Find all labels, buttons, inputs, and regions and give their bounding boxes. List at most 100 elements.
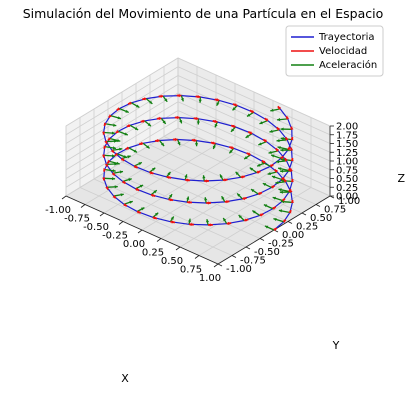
- velocity-arrow: [112, 194, 117, 199]
- acceleration-arrow: [273, 217, 284, 223]
- acceleration-arrow: [144, 120, 152, 127]
- velocity-arrow: [102, 177, 106, 181]
- velocity-arrow: [188, 222, 194, 226]
- y-tick: [245, 246, 251, 250]
- x-tick-label: 0.75: [180, 265, 202, 276]
- velocity-arrow: [126, 124, 131, 128]
- velocity-arrow: [155, 139, 160, 143]
- acceleration-arrow: [280, 148, 292, 152]
- grid-line-z-left: [65, 57, 179, 127]
- acceleration-arrow: [202, 175, 206, 182]
- velocity-arrow: [272, 206, 277, 210]
- x-tick-label: -1.00: [45, 205, 71, 216]
- y-axis-label: Y: [332, 339, 340, 352]
- acceleration-arrow: [214, 121, 218, 128]
- acceleration-arrow: [280, 169, 292, 173]
- y-tick: [231, 255, 237, 258]
- x-tick: [99, 212, 105, 217]
- velocity-arrow: [127, 101, 132, 105]
- x-tick-label: 1.00: [199, 273, 221, 284]
- z-tick-label: 0.25: [336, 183, 358, 194]
- velocity-arrow: [135, 187, 140, 192]
- x-tick: [194, 255, 200, 259]
- velocity-arrow: [280, 176, 285, 181]
- velocity-arrow: [287, 188, 292, 193]
- y-tick-label: -1.00: [226, 264, 252, 275]
- velocity-arrow: [187, 200, 192, 204]
- velocity-arrow: [123, 203, 128, 207]
- y-tick-label: 0.00: [282, 230, 304, 241]
- velocity-arrow: [277, 105, 281, 110]
- acceleration-arrow: [169, 216, 175, 223]
- acceleration-arrow: [262, 182, 272, 189]
- acceleration-arrow: [110, 115, 122, 120]
- velocity-arrow: [275, 147, 279, 152]
- acceleration-arrow: [280, 127, 292, 131]
- velocity-arrow: [283, 178, 288, 183]
- x-tick-label: 0.50: [161, 256, 183, 267]
- acceleration-arrow: [221, 195, 226, 203]
- x-tick: [118, 221, 124, 225]
- grid-line-z-back: [177, 57, 331, 127]
- y-tick-label: 0.75: [324, 205, 346, 216]
- velocity-arrow: [242, 197, 247, 201]
- acceleration-arrow: [129, 124, 139, 131]
- velocity-arrow: [104, 163, 109, 168]
- velocity-arrow: [166, 175, 172, 179]
- x-axis-label: X: [121, 372, 129, 385]
- acceleration-arrow: [131, 102, 140, 109]
- velocity-arrow: [120, 157, 125, 162]
- z-tick-label: 2.00: [336, 122, 358, 133]
- acceleration-arrow: [136, 207, 145, 213]
- legend: Trayectoria Velocidad Aceleración: [285, 25, 384, 77]
- velocity-arrow: [249, 109, 255, 114]
- y-tick: [217, 263, 223, 267]
- acceleration-arrow: [184, 174, 188, 181]
- acceleration-arrow: [105, 123, 117, 127]
- velocity-arrow: [290, 136, 294, 141]
- velocity-arrow: [282, 218, 287, 223]
- x-tick: [61, 195, 67, 200]
- grid-line-z-back: [177, 83, 331, 153]
- legend-label-velocidad: Velocidad: [319, 46, 367, 57]
- velocity-arrow: [273, 227, 278, 232]
- acceleration-arrow: [145, 98, 153, 105]
- velocity-arrow: [256, 170, 261, 174]
- acceleration-arrow: [216, 100, 220, 107]
- plot-marks: [102, 94, 294, 232]
- y-tick-label: 1.00: [338, 196, 360, 207]
- acceleration-arrow: [178, 117, 183, 124]
- acceleration-arrow: [275, 160, 287, 164]
- velocity-arrow: [288, 209, 292, 214]
- velocity-arrow: [285, 115, 290, 120]
- legend-label-trayectoria: Trayectoria: [318, 32, 375, 43]
- y-tick-label: 0.50: [310, 213, 332, 224]
- velocity-arrow: [269, 163, 274, 168]
- velocity-arrow: [133, 165, 139, 169]
- y-tick-label: -0.25: [268, 239, 294, 250]
- velocity-arrow: [284, 136, 289, 141]
- velocity-arrow: [150, 193, 156, 197]
- velocity-arrow: [276, 126, 280, 131]
- z-tick-label: 0.75: [336, 165, 358, 176]
- velocity-arrow: [281, 197, 286, 202]
- acceleration-arrow: [271, 175, 283, 181]
- y-tick-label: -0.50: [254, 247, 280, 258]
- acceleration-arrow: [104, 168, 116, 173]
- x-tick-label: 0.00: [123, 239, 145, 250]
- grid-line-x-floor: [160, 170, 274, 239]
- acceleration-arrow: [264, 225, 275, 231]
- velocity-arrow: [257, 191, 263, 196]
- velocity-arrow: [222, 178, 228, 182]
- acceleration-arrow: [277, 146, 289, 151]
- acceleration-arrow: [276, 118, 288, 122]
- acceleration-arrow: [251, 210, 261, 216]
- velocity-arrow: [262, 138, 268, 143]
- velocity-arrow: [140, 119, 145, 123]
- velocity-arrow: [229, 146, 234, 150]
- acceleration-arrow: [150, 189, 158, 196]
- velocity-arrow: [170, 220, 176, 224]
- acceleration-arrow: [270, 154, 282, 160]
- acceleration-arrow: [142, 142, 150, 149]
